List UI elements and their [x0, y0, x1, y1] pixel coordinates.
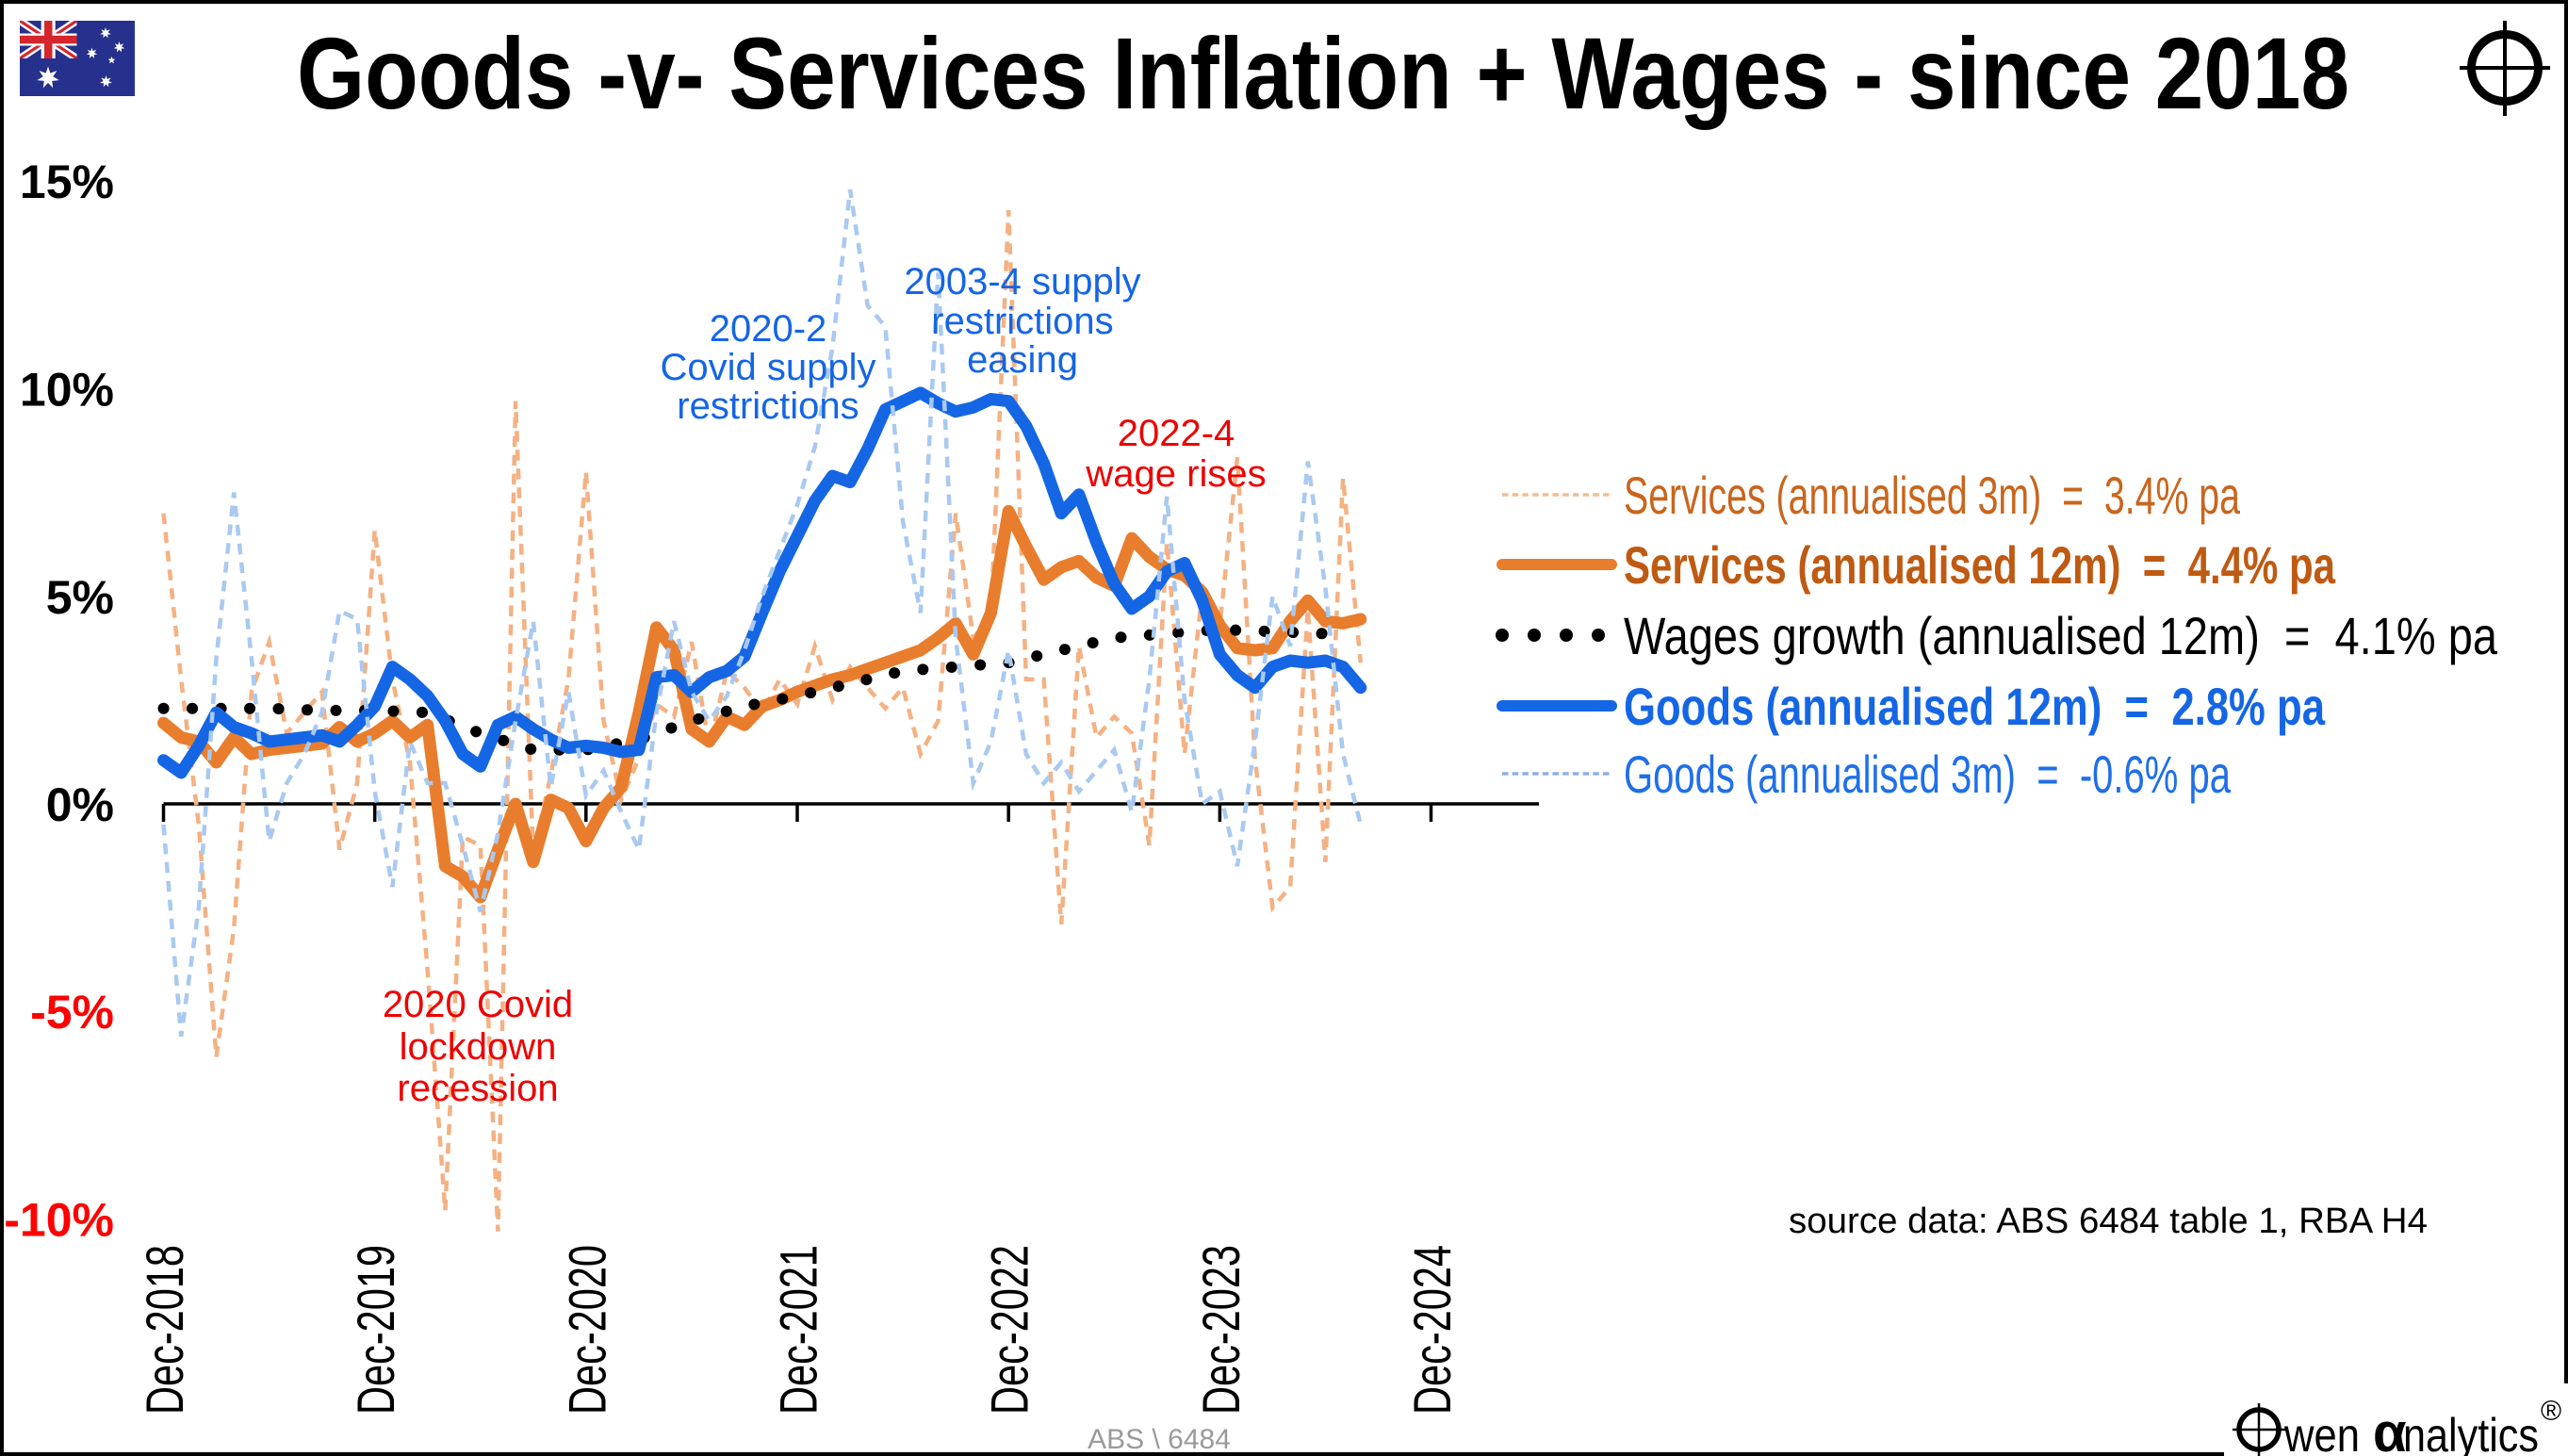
svg-text:Dec-2019: Dec-2019	[346, 1245, 405, 1415]
svg-text:Dec-2021: Dec-2021	[769, 1245, 828, 1415]
svg-text:easing: easing	[967, 339, 1078, 381]
svg-text:0%: 0%	[46, 778, 114, 831]
svg-text:Dec-2018: Dec-2018	[135, 1245, 194, 1415]
svg-text:restrictions: restrictions	[677, 385, 859, 427]
svg-text:Goods (annualised 12m) = 2.8: Goods (annualised 12m) = 2.8% pa	[1624, 677, 2326, 736]
svg-text:Dec-2022: Dec-2022	[980, 1245, 1039, 1415]
svg-text:Covid supply: Covid supply	[660, 347, 875, 388]
svg-text:5%: 5%	[46, 571, 114, 624]
svg-text:2003-4 supply: 2003-4 supply	[904, 261, 1140, 303]
svg-text:ABS \ 6484: ABS \ 6484	[1088, 1424, 1231, 1455]
svg-text:Wages growth (annualised 12m): Wages growth (annualised 12m) = 4.1% pa	[1624, 606, 2498, 665]
svg-text:Dec-2024: Dec-2024	[1402, 1245, 1462, 1415]
svg-text:10%: 10%	[20, 364, 114, 417]
svg-text:nalytics: nalytics	[2403, 1409, 2539, 1456]
svg-text:2020-2: 2020-2	[710, 308, 827, 350]
svg-text:lockdown: lockdown	[400, 1026, 557, 1068]
svg-text:Goods -v- Services Inflation +: Goods -v- Services Inflation + Wages - s…	[297, 16, 2349, 130]
svg-text:restrictions: restrictions	[931, 301, 1113, 342]
svg-text:15%: 15%	[20, 155, 114, 208]
svg-text:®: ®	[2541, 1396, 2561, 1427]
svg-text:recession: recession	[397, 1068, 558, 1109]
svg-text:-10%: -10%	[4, 1194, 114, 1247]
svg-text:2022-4: 2022-4	[1118, 413, 1235, 454]
svg-text:α: α	[2373, 1402, 2407, 1456]
svg-text:2020 Covid: 2020 Covid	[383, 984, 573, 1025]
svg-text:Goods (annualised 3m) = -0.6: Goods (annualised 3m) = -0.6% pa	[1624, 744, 2232, 804]
svg-text:Services (annualised 3m) = 3: Services (annualised 3m) = 3.4% pa	[1624, 466, 2241, 525]
svg-text:source data: ABS 6484 table 1,: source data: ABS 6484 table 1, RBA H4	[1789, 1202, 2428, 1241]
svg-text:-5%: -5%	[30, 986, 114, 1039]
svg-text:wage rises: wage rises	[1085, 453, 1266, 495]
svg-text:Services (annualised 12m) =: Services (annualised 12m) = 4.4% pa	[1624, 535, 2336, 595]
svg-text:wen: wen	[2283, 1409, 2360, 1456]
svg-text:Dec-2023: Dec-2023	[1191, 1245, 1251, 1415]
svg-text:Dec-2020: Dec-2020	[557, 1245, 616, 1415]
